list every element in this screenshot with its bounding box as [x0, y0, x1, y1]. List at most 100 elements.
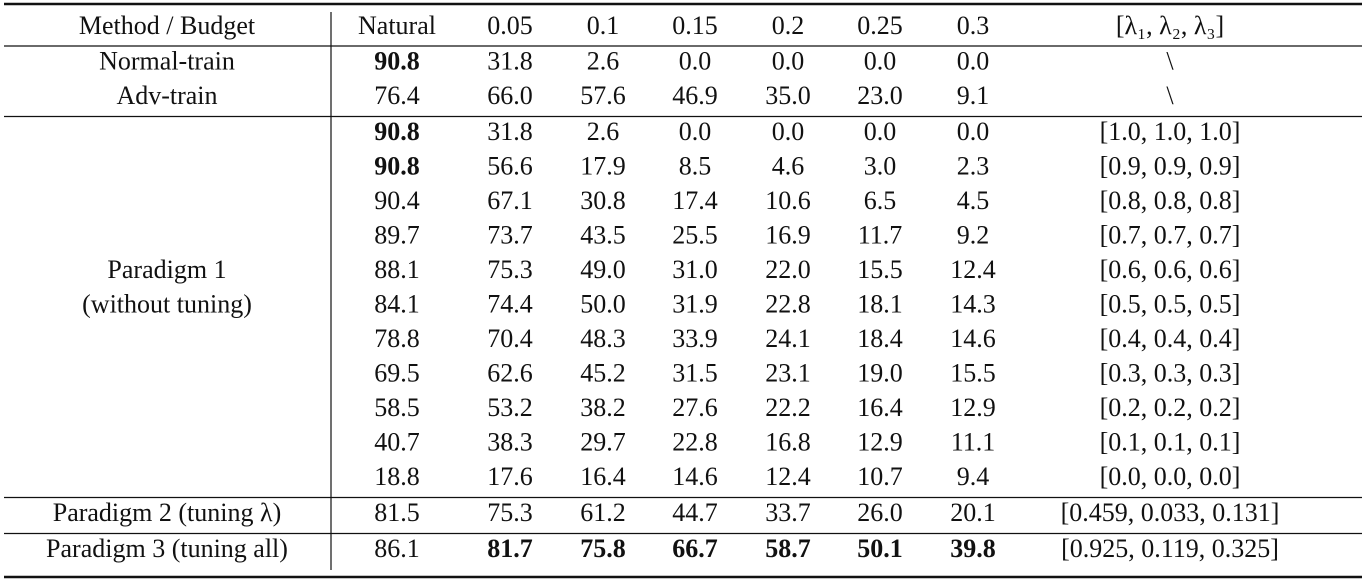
lambda-cell: \ [1166, 46, 1174, 75]
value-cell: 84.1 [374, 289, 420, 318]
value-cell: 11.7 [858, 220, 903, 249]
value-cell: 0.0 [772, 117, 805, 146]
lambda-cell: [0.9, 0.9, 0.9] [1100, 151, 1241, 180]
value-cell: 2.3 [957, 151, 990, 180]
value-cell: 18.4 [857, 324, 903, 353]
header-cell: 0.15 [672, 11, 718, 40]
value-cell: 69.5 [374, 358, 420, 387]
value-cell: 31.9 [672, 289, 718, 318]
value-cell: 6.5 [864, 186, 897, 215]
value-cell: 61.2 [580, 498, 626, 527]
value-cell: 74.4 [487, 289, 533, 318]
value-cell: 22.2 [765, 393, 811, 422]
value-cell: 14.6 [672, 462, 718, 491]
method-cell: (without tuning) [82, 289, 252, 318]
value-cell: 56.6 [487, 151, 533, 180]
value-cell: 11.1 [951, 427, 996, 456]
value-cell: 33.9 [672, 324, 718, 353]
value-cell: 0.0 [679, 46, 712, 75]
value-cell: 76.4 [374, 81, 420, 110]
lambda-cell: [0.925, 0.119, 0.325] [1061, 534, 1279, 563]
value-cell: 2.6 [587, 46, 620, 75]
value-cell: 58.7 [765, 534, 811, 563]
value-cell: 90.8 [374, 46, 420, 75]
value-cell: 4.5 [957, 186, 990, 215]
value-cell: 0.0 [957, 117, 990, 146]
value-cell: 73.7 [487, 220, 533, 249]
value-cell: 10.7 [857, 462, 903, 491]
value-cell: 90.8 [374, 117, 420, 146]
value-cell: 18.1 [857, 289, 903, 318]
value-cell: 44.7 [672, 498, 718, 527]
value-cell: 20.1 [950, 498, 996, 527]
lambda-cell: [0.459, 0.033, 0.131] [1061, 498, 1280, 527]
value-cell: 38.2 [580, 393, 626, 422]
value-cell: 57.6 [580, 81, 626, 110]
value-cell: 0.0 [864, 46, 897, 75]
value-cell: 75.3 [487, 255, 533, 284]
value-cell: 22.0 [765, 255, 811, 284]
value-cell: 9.4 [957, 462, 990, 491]
value-cell: 9.2 [957, 220, 990, 249]
value-cell: 12.4 [950, 255, 996, 284]
header-cell: 0.3 [957, 11, 990, 40]
method-cell: Adv-train [116, 81, 217, 110]
value-cell: 78.8 [374, 324, 420, 353]
value-cell: 33.7 [765, 498, 811, 527]
value-cell: 15.5 [950, 358, 996, 387]
header-cell: Natural [358, 11, 436, 40]
value-cell: 66.7 [672, 534, 718, 563]
value-cell: 18.8 [374, 462, 420, 491]
header-cell: 0.25 [857, 11, 903, 40]
value-cell: 90.8 [374, 151, 420, 180]
value-cell: 38.3 [487, 427, 533, 456]
value-cell: 49.0 [580, 255, 626, 284]
value-cell: 0.0 [864, 117, 897, 146]
value-cell: 81.5 [374, 498, 420, 527]
value-cell: 81.7 [487, 534, 533, 563]
lambda-cell: \ [1166, 81, 1174, 110]
value-cell: 35.0 [765, 81, 811, 110]
value-cell: 9.1 [957, 81, 990, 110]
lambda-cell: [0.4, 0.4, 0.4] [1100, 324, 1241, 353]
method-cell: Paradigm 2 (tuning λ) [53, 498, 282, 527]
value-cell: 15.5 [857, 255, 903, 284]
value-cell: 19.0 [857, 358, 903, 387]
value-cell: 22.8 [672, 427, 718, 456]
value-cell: 12.9 [950, 393, 996, 422]
value-cell: 40.7 [374, 427, 420, 456]
value-cell: 2.6 [587, 117, 620, 146]
value-cell: 17.6 [487, 462, 533, 491]
lambda-cell: [0.6, 0.6, 0.6] [1100, 255, 1241, 284]
value-cell: 8.5 [679, 151, 712, 180]
value-cell: 26.0 [857, 498, 903, 527]
value-cell: 0.0 [772, 46, 805, 75]
value-cell: 16.4 [580, 462, 626, 491]
lambda-cell: [0.7, 0.7, 0.7] [1100, 220, 1241, 249]
value-cell: 31.5 [672, 358, 718, 387]
value-cell: 90.4 [374, 186, 420, 215]
value-cell: 31.0 [672, 255, 718, 284]
value-cell: 75.8 [580, 534, 626, 563]
value-cell: 12.9 [857, 427, 903, 456]
value-cell: 17.9 [580, 151, 626, 180]
lambda-cell: [0.0, 0.0, 0.0] [1100, 462, 1241, 491]
value-cell: 53.2 [487, 393, 533, 422]
method-cell: Normal-train [99, 46, 235, 75]
value-cell: 62.6 [487, 358, 533, 387]
lambda-cell: [0.2, 0.2, 0.2] [1100, 393, 1241, 422]
method-cell: Paradigm 1 [107, 255, 226, 284]
method-cell: Paradigm 3 (tuning all) [46, 534, 288, 563]
lambda-cell: [0.3, 0.3, 0.3] [1100, 358, 1241, 387]
header-cell: 0.2 [772, 11, 805, 40]
value-cell: 24.1 [765, 324, 811, 353]
value-cell: 70.4 [487, 324, 533, 353]
lambda-cell: [1.0, 1.0, 1.0] [1100, 117, 1241, 146]
header-cell: Method / Budget [79, 11, 256, 40]
value-cell: 46.9 [672, 81, 718, 110]
value-cell: 14.6 [950, 324, 996, 353]
header-cell: 0.1 [587, 11, 620, 40]
value-cell: 58.5 [374, 393, 420, 422]
value-cell: 30.8 [580, 186, 626, 215]
